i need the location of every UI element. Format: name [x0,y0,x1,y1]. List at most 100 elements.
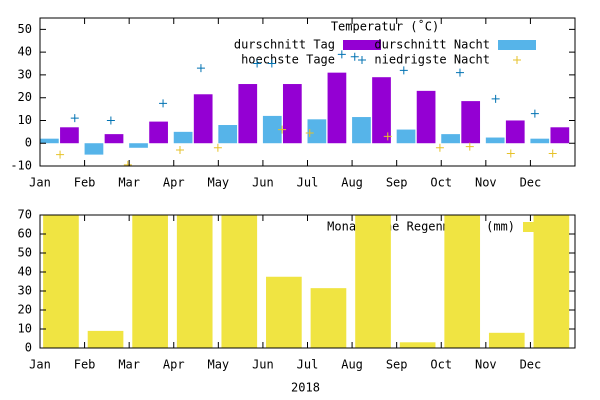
x-tick-label: May [207,358,229,372]
plot-area [40,50,570,166]
bar [355,215,391,348]
bar [84,143,104,155]
bar [266,276,302,348]
point [56,150,65,159]
plot-area [43,215,570,348]
bar [218,125,238,144]
x-tick-label: Sep [386,358,408,372]
point [491,94,500,103]
x-tick-label: Apr [163,176,185,190]
point [267,59,276,68]
bar [327,72,347,144]
bar [488,332,525,348]
point [213,143,222,152]
bar [262,115,282,144]
point [253,59,262,68]
bar [352,117,371,144]
bar [221,215,258,348]
y-tick-label: 50 [18,246,32,260]
bar [40,138,59,144]
x-axis-label: 2018 [291,381,320,395]
legend-label: hoechste Tage [241,53,335,67]
plot-border [39,214,576,349]
y-tick-label: 50 [18,22,32,36]
point [506,149,515,158]
legend-marker [358,56,366,64]
x-tick-label: Feb [74,176,96,190]
legend-label: durschnitt Nacht [374,38,490,52]
point [337,50,346,59]
bar [129,143,148,148]
x-tick-label: Mar [118,176,140,190]
point [175,146,184,155]
x-tick-label: Dec [520,176,542,190]
y-tick-label: 40 [18,265,32,279]
x-tick-label: Nov [475,176,497,190]
bar [238,84,258,144]
x-tick-label: Jun [252,176,274,190]
point [305,128,314,137]
bar [60,127,79,144]
bar [461,101,481,144]
point [383,132,392,141]
y-tick-label: 10 [18,322,32,336]
x-tick-label: Jul [297,176,319,190]
bar [533,215,570,348]
y-tick-label: 30 [18,67,32,81]
bar [441,134,460,144]
bar [173,131,193,144]
y-tick-label: -10 [10,159,32,173]
x-tick-label: Oct [430,358,452,372]
x-tick-label: Nov [475,358,497,372]
legend-swatch [343,40,381,50]
bar [43,215,79,348]
y-tick-label: 30 [18,284,32,298]
point [399,66,408,75]
bar [444,215,481,348]
point [106,116,115,125]
legend-label: niedrigste Nacht [374,53,490,67]
point [455,68,464,77]
point [465,142,474,151]
y-tick-label: 60 [18,227,32,241]
legend-title: Temperatur (˚C) [331,19,439,34]
x-tick-label: Dec [520,358,542,372]
x-tick-label: Feb [74,358,96,372]
y-tick-label: 0 [25,136,32,150]
point [350,52,359,61]
x-tick-label: Mar [118,358,140,372]
x-tick-label: Jan [29,358,51,372]
bar [282,84,302,144]
point [159,99,168,108]
point [530,109,539,118]
point [70,114,79,123]
bar [310,288,347,348]
bar [87,330,124,348]
bar [485,137,505,144]
bar [104,134,124,144]
legend-swatch [498,40,536,50]
x-tick-label: Aug [341,358,363,372]
bar [372,77,391,144]
bar [149,121,168,144]
point [548,149,557,158]
x-tick-label: Jun [252,358,274,372]
y-tick-label: 40 [18,45,32,59]
point [435,143,444,152]
bar [396,129,416,144]
bar [530,138,550,144]
bar [416,90,436,144]
x-tick-label: Aug [341,176,363,190]
y-tick-label: 70 [18,208,32,222]
bar [307,119,327,144]
x-tick-label: Oct [430,176,452,190]
legend-marker [513,56,521,64]
bar [132,215,168,348]
y-tick-label: 20 [18,90,32,104]
y-tick-label: 20 [18,303,32,317]
x-tick-label: Apr [163,358,185,372]
point [196,64,205,73]
legend-label: durschnitt Tag [234,38,335,52]
bar [505,120,525,144]
